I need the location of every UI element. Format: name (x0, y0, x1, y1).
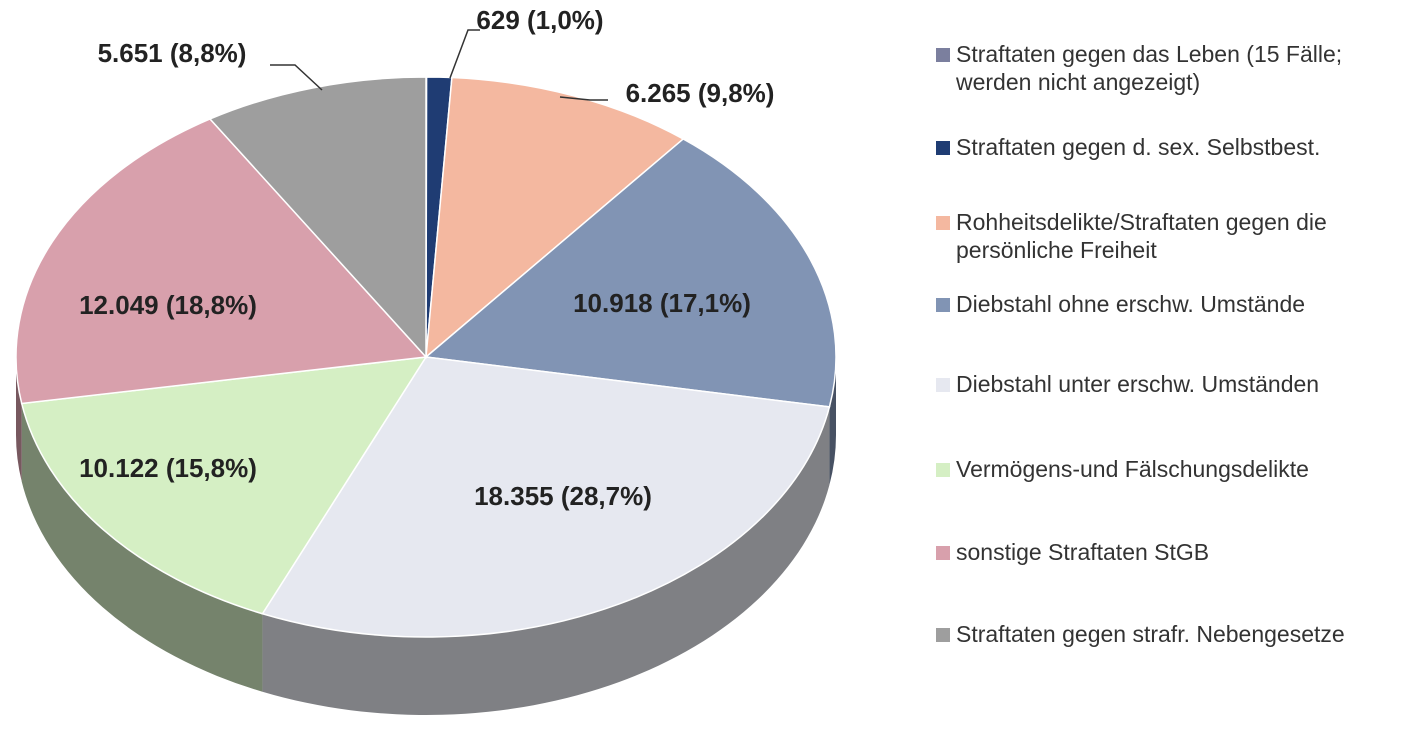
data-label: 5.651 (8,8%) (98, 38, 247, 68)
data-label: 10.918 (17,1%) (573, 288, 751, 318)
data-label: 629 (1,0%) (476, 5, 603, 35)
legend-label: Straftaten gegen das Leben (15 Fälle; we… (956, 41, 1343, 95)
legend-label: Diebstahl ohne erschw. Umstände (956, 291, 1306, 317)
slice (15, 118, 428, 405)
slice (261, 356, 831, 638)
slice-side (16, 357, 22, 482)
legend-label: Straftaten gegen strafr. Nebengesetze (956, 621, 1345, 647)
legend-item: Diebstahl ohne erschw. Umstände (934, 290, 1404, 318)
slice (424, 138, 837, 408)
data-label: 10.122 (15,8%) (79, 453, 257, 483)
legend-label: Vermögens-und Fälschungsdelikte (956, 456, 1309, 482)
data-labels: 629 (1,0%) 6.265 (9,8%) 10.918 (17,1%) 18.3… (79, 5, 774, 511)
legend-swatch (936, 48, 950, 62)
leader-line (449, 29, 480, 79)
legend-swatch (936, 216, 950, 230)
data-label: 12.049 (18,8%) (79, 290, 257, 320)
legend-label: Rohheitsdelikte/Straftaten gegen die per… (956, 209, 1327, 263)
legend-item: Diebstahl unter erschw. Umständen (934, 370, 1404, 398)
legend-swatch (936, 463, 950, 477)
slice (425, 76, 685, 359)
slice-side (829, 357, 836, 485)
slice-side (21, 403, 263, 692)
legend-swatch (936, 628, 950, 642)
legend-item: Straftaten gegen d. sex. Selbstbest. (934, 133, 1404, 161)
legend-item: Straftaten gegen das Leben (15 Fälle; we… (934, 40, 1404, 96)
slice-side (262, 406, 830, 715)
pie-sides (16, 357, 836, 715)
pie-tops (15, 76, 837, 638)
legend-label: sonstige Straftaten StGB (956, 539, 1210, 565)
legend-swatch (936, 141, 950, 155)
legend-label: Straftaten gegen d. sex. Selbstbest. (956, 134, 1321, 160)
leader-line (559, 96, 608, 101)
slice (20, 356, 428, 615)
legend-swatch (936, 546, 950, 560)
legend-swatch (936, 298, 950, 312)
legend-label: Diebstahl unter erschw. Umständen (956, 371, 1320, 397)
data-label: 18.355 (28,7%) (474, 481, 652, 511)
legend-item: Rohheitsdelikte/Straftaten gegen die per… (934, 208, 1404, 264)
legend-item: sonstige Straftaten StGB (934, 538, 1404, 566)
legend-item: Straftaten gegen strafr. Nebengesetze (934, 620, 1404, 648)
leader-line (270, 64, 323, 91)
chart: 629 (1,0%) 6.265 (9,8%) 10.918 (17,1%) 18.3… (15, 5, 837, 715)
legend-item: Vermögens-und Fälschungsdelikte (934, 455, 1404, 483)
legend-swatch (936, 378, 950, 392)
slice (208, 76, 427, 359)
data-label: 6.265 (9,8%) (626, 78, 775, 108)
